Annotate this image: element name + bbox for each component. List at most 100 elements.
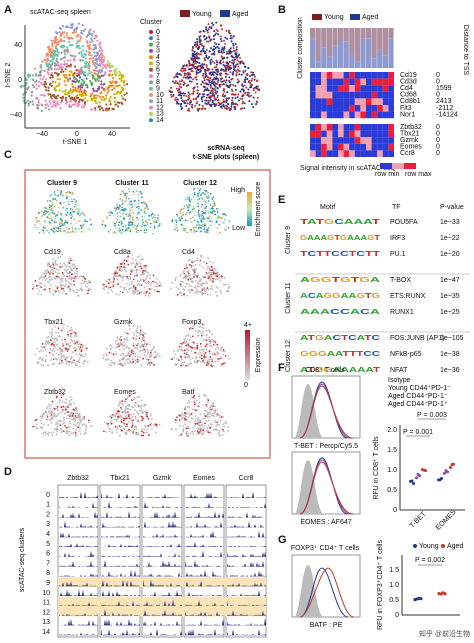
cell-dot: [82, 362, 85, 365]
cell-dot: [193, 403, 196, 406]
cell-dot: [190, 228, 192, 231]
cell-dot: [211, 71, 214, 74]
cell-dot: [209, 293, 212, 296]
cell-dot: [141, 430, 143, 433]
cell-dot: [249, 81, 252, 84]
cell-dot: [171, 281, 174, 284]
cell-dot: [209, 210, 212, 213]
cell-dot: [82, 213, 85, 216]
legend-title: Signal intensity in scATAC-seq: [300, 165, 395, 172]
cell-dot: [51, 344, 54, 347]
cell-dot: [239, 60, 242, 63]
cell-dot: [243, 102, 246, 105]
cell-dot: [144, 278, 147, 281]
heat-cell: [388, 91, 394, 99]
cell-dot: [137, 202, 140, 205]
cell-dot: [219, 74, 222, 77]
cell-dot: [176, 357, 178, 360]
cell-dot: [101, 86, 104, 89]
cell-dot: [83, 106, 86, 109]
cell-dot: [187, 209, 190, 212]
cell-dot: [73, 198, 76, 201]
cell-dot: [78, 79, 81, 83]
cell-dot: [67, 343, 70, 346]
cell-dot: [124, 398, 127, 401]
cell-dot: [48, 100, 51, 103]
cell-dot: [200, 220, 203, 223]
cell-dot: [170, 86, 173, 89]
cell-dot: [212, 207, 214, 210]
cell-dot: [189, 217, 192, 220]
cell-dot: [36, 287, 39, 290]
cell-dot: [131, 349, 133, 352]
cell-dot: [134, 402, 137, 405]
cell-dot: [200, 430, 203, 432]
cell-dot: [185, 64, 188, 67]
cell-dot: [219, 216, 222, 219]
cell-dot: [180, 414, 183, 416]
cell-dot: [92, 87, 95, 90]
cell-dot: [210, 105, 213, 108]
cell-dot: [77, 426, 80, 429]
cell-dot: [63, 323, 65, 326]
cell-dot: [52, 348, 55, 351]
cell-dot: [199, 259, 202, 262]
cell-dot: [203, 90, 206, 93]
cell-dot: [124, 425, 127, 428]
cell-dot: [216, 413, 219, 416]
cell-dot: [58, 206, 60, 208]
cell-dot: [66, 100, 69, 103]
cell-dot: [195, 268, 198, 271]
cell-dot: [244, 78, 247, 81]
cell-dot: [104, 358, 107, 361]
legend-label: Young: [324, 14, 344, 21]
cell-dot: [234, 42, 237, 45]
cell-dot: [118, 204, 121, 207]
cell-dot: [219, 59, 222, 62]
cell-dot: [215, 82, 218, 85]
cell-dot: [76, 46, 79, 49]
cell-dot: [216, 45, 219, 48]
cell-dot: [89, 41, 92, 44]
cell-dot: [181, 281, 184, 283]
cell-dot: [188, 328, 191, 330]
cell-dot: [211, 360, 214, 363]
cell-dot: [53, 357, 55, 360]
cell-dot: [187, 107, 190, 110]
heat-cell: [377, 130, 383, 138]
cell-dot: [219, 35, 222, 38]
cell-dot: [146, 223, 149, 226]
cell-dot: [209, 340, 211, 342]
cell-dot: [254, 86, 257, 89]
cell-dot: [143, 351, 146, 354]
cell-dot: [116, 101, 119, 104]
cell-dot: [185, 94, 188, 97]
cell-dot: [68, 417, 71, 420]
cell-dot: [208, 358, 211, 361]
cell-dot: [50, 339, 52, 341]
cell-dot: [146, 353, 149, 355]
cell-dot: [101, 54, 104, 57]
cell-dot: [209, 92, 212, 95]
cell-dot: [84, 94, 88, 97]
cell-dot: [236, 96, 239, 99]
cell-dot: [64, 358, 67, 361]
cell-dot: [72, 412, 75, 415]
cell-dot: [50, 204, 53, 207]
cell-dot: [63, 412, 66, 415]
cell-dot: [128, 413, 131, 415]
cell-dot: [226, 91, 229, 94]
cell-dot: [243, 84, 246, 87]
cell-dot: [116, 201, 119, 204]
cell-dot: [63, 275, 65, 278]
cell-dot: [71, 351, 74, 354]
cell-dot: [90, 97, 93, 101]
cell-dot: [174, 363, 177, 366]
cell-dot: [49, 271, 52, 274]
cell-dot: [211, 220, 213, 223]
cell-dot: [46, 71, 49, 74]
cell-dot: [134, 415, 137, 418]
cell-dot: [204, 351, 207, 354]
cell-dot: [185, 344, 187, 347]
cell-dot: [185, 263, 188, 266]
